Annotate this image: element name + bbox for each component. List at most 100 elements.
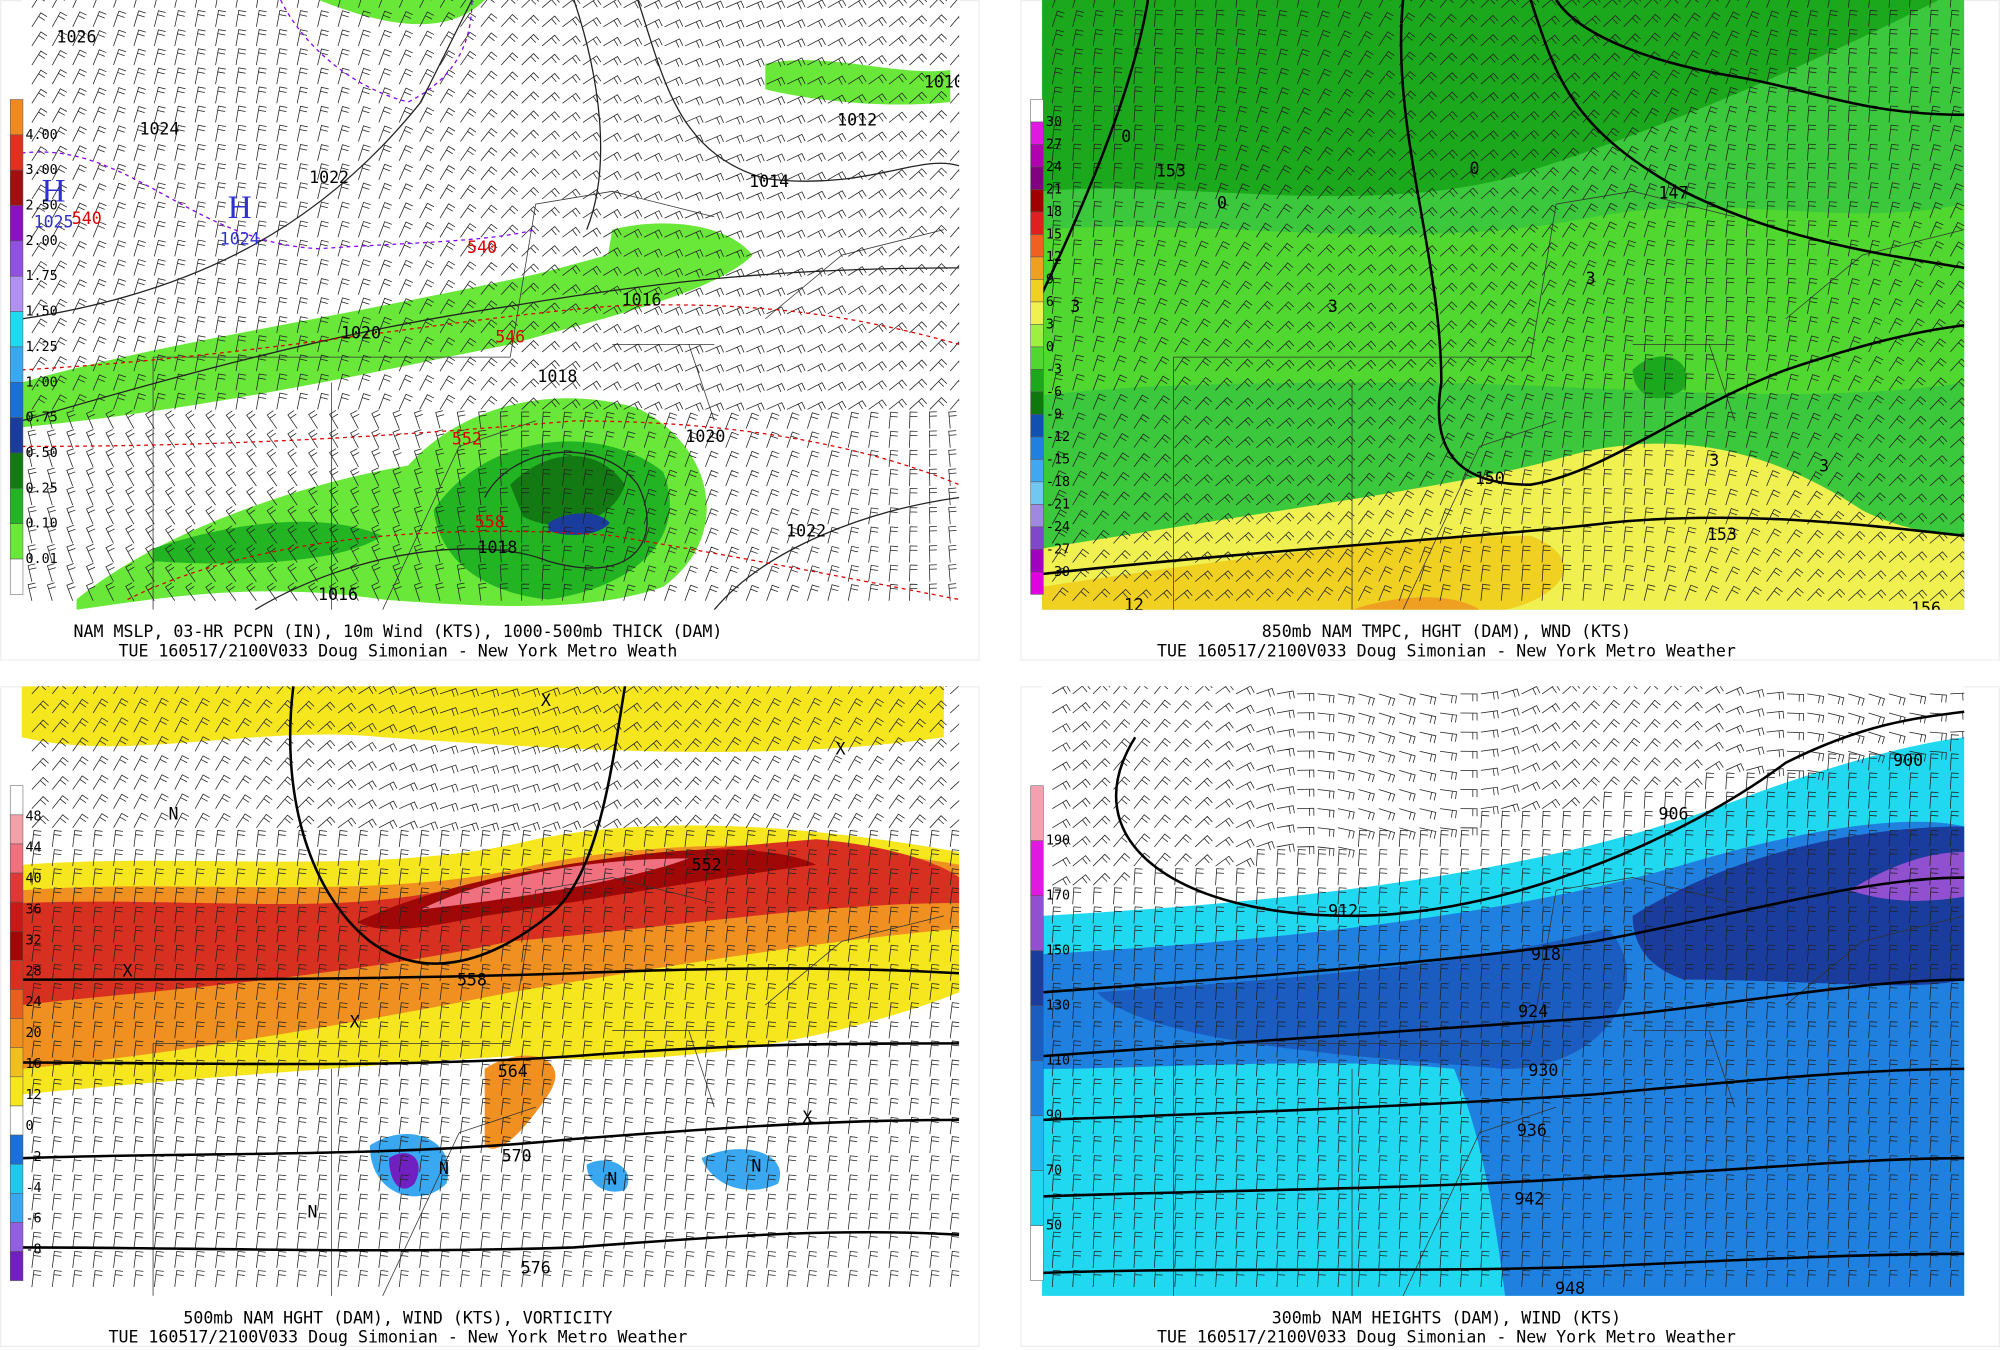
colorbar-label: 2.00 [26,234,58,249]
contour-line [637,0,960,182]
colorbar-label: 18 [1046,205,1062,220]
contour-label: 936 [1517,1121,1547,1140]
colorbar-label: 9 [1046,272,1054,287]
caption: 300mb NAM HEIGHTS (DAM), WIND (KTS) [1272,1308,1621,1327]
contour-label: 558 [475,512,505,531]
colorbar-swatch [9,989,24,1019]
colorbar-swatch [9,1076,24,1107]
contour-line [1042,876,1965,994]
shaded-field [1042,535,1564,610]
contour-line [288,686,627,965]
colorbar-swatch [9,872,24,903]
contour-label: X [836,740,846,759]
shaded-field [605,223,753,284]
colorbar-swatch [1030,189,1044,213]
colorbar-swatch [9,134,24,171]
colorbar-swatch [1030,571,1044,595]
colorbar-swatch [9,523,24,560]
colorbar-label: 24 [26,995,42,1010]
colorbar-label: 1.50 [26,305,58,320]
map-area: 1026 1024 1022 1024 1025 H H 1012 1014 1010 1016 10… [21,0,960,610]
colorbar-swatch [1030,301,1044,325]
colorbar-swatch [9,488,24,524]
contour-line [1042,1067,1965,1122]
colorbar-swatch [9,417,24,454]
colorbar-swatch [1030,436,1044,460]
colorbar-label: 110 [1046,1054,1070,1069]
colorbar-label: 90 [1046,1109,1062,1124]
colorbar-label: -12 [1046,430,1070,445]
shaded-field [21,839,960,1006]
caption: NAM MSLP, 03-HR PCPN (IN), 10m Wind (KTS… [74,622,723,641]
contour-label: 1020 [685,427,725,446]
contour-label: 1022 [786,521,826,540]
contour-label: 153 [1707,525,1737,544]
contour-line [21,1042,960,1066]
wind-barbs [31,686,960,1288]
shaded-field [1352,597,1480,610]
colorbar-swatch [1030,414,1044,438]
colorbar-swatch [9,1163,24,1194]
shaded-field [1096,928,1628,1069]
contour-label: 540 [467,238,497,257]
contour-label: 558 [457,970,487,989]
contour-label: X [350,1012,360,1031]
wind-barbs [27,0,960,601]
shaded-field [765,60,951,105]
contour-label: 948 [1555,1279,1585,1298]
shaded-field [153,521,383,564]
colorbar-label: -6 [1046,385,1062,400]
contour-label: 3 [1070,297,1080,316]
contour-label: 540 [72,209,102,228]
caption: 850mb NAM TMPC, HGHT (DAM), WND (KTS) [1262,622,1631,641]
colorbar-label: 70 [1046,1164,1062,1179]
contour-label: 1024 [139,120,179,139]
colorbar-swatch [1030,950,1044,1006]
colorbar-label: 20 [26,1026,42,1041]
shaded-field [1849,852,1965,901]
colorbar-label: 27 [1046,137,1062,152]
colorbar-swatch [9,1222,24,1252]
contour-line [1399,0,1965,486]
caption: 500mb NAM HGHT (DAM), WIND (KTS), VORTIC… [183,1308,612,1327]
colorbar-label: 0.25 [26,481,58,496]
contour-line [21,1118,960,1160]
contour-label: 546 [495,328,525,347]
contour-label: 1022 [309,168,349,187]
colorbar-swatch [9,814,24,845]
contour-label: X [123,961,133,980]
map-area: 900 906 912 918 924 930 936 942 948 [1042,686,1965,1298]
contour-label: 552 [452,430,482,449]
colorbar-swatch [1030,324,1044,348]
contour-label: 156 [1911,599,1941,618]
contour-label: 3 [1709,451,1719,470]
shaded-field [1632,356,1687,399]
colorbar-swatch [1030,785,1044,841]
colorbar-swatch [1030,549,1044,573]
colorbar-swatch [9,1251,24,1281]
colorbar-swatch [1030,279,1044,303]
colorbar-swatch [9,843,24,874]
colorbar-label: 48 [26,810,42,825]
contour-line [21,0,473,320]
contour-label: 1026 [57,28,97,47]
colorbar-swatch [9,1105,24,1136]
borders [1173,190,1965,610]
colorbar-label: 30 [1046,115,1062,130]
colorbar-label: 0 [1046,340,1054,355]
contour-label: H [228,189,252,226]
colorbar-swatch [9,240,24,277]
colorbar-swatch [1030,504,1044,528]
shaded-field [586,1160,629,1192]
contour-line [573,0,602,230]
contour-label: N [439,1159,449,1178]
colorbar-swatch [1030,1005,1044,1061]
colorbar-swatch [1030,1115,1044,1171]
contour-label: N [168,805,178,824]
shaded-field [548,513,610,535]
colorbar-swatch [1030,1225,1044,1281]
colorbar-label: 15 [1046,227,1062,242]
contour-label: X [802,1108,812,1127]
